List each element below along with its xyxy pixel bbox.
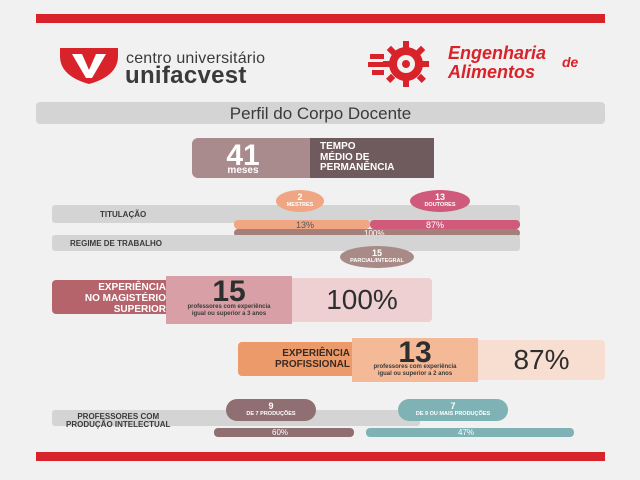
magisterio-label-line: SUPERIOR bbox=[113, 304, 166, 315]
producao-left-label: DE 7 PRODUÇÕES bbox=[246, 411, 296, 417]
producao-right-bar bbox=[366, 428, 574, 437]
producao-right-count: 7 bbox=[450, 401, 456, 411]
producao-right-label: DE 9 OU MAIS PRODUÇÕES bbox=[415, 411, 491, 417]
producao-label-line: PRODUÇÃO INTELECTUAL bbox=[66, 420, 171, 429]
profissional-desc-line: igual ou superior a 2 anos bbox=[377, 371, 453, 377]
profissional-label: EXPERIÊNCIA PROFISSIONAL bbox=[240, 348, 350, 370]
tempo-medio-label-line: TEMPO bbox=[320, 141, 356, 152]
doutores-badge: 13 DOUTORES bbox=[410, 190, 470, 212]
regime-row-bar bbox=[52, 235, 520, 251]
mestres-count: 2 bbox=[297, 192, 303, 202]
regime-label: REGIME DE TRABALHO bbox=[70, 239, 162, 248]
doutores-percent: 87% bbox=[426, 220, 445, 230]
doutores-label: DOUTORES bbox=[424, 202, 456, 208]
doutores-count: 13 bbox=[434, 192, 445, 202]
magisterio-count-box bbox=[166, 276, 292, 324]
mestres-percent: 13% bbox=[296, 220, 315, 230]
magisterio-percent: 100% bbox=[326, 284, 398, 315]
producao-left-badge: 9 DE 7 PRODUÇÕES bbox=[226, 399, 316, 421]
magisterio-label-line: NO MAGISTÉRIO bbox=[84, 293, 166, 304]
regime-count: 15 bbox=[371, 248, 382, 258]
magisterio-desc: professores com experiência igual ou sup… bbox=[168, 304, 290, 318]
profissional-count: 13 bbox=[398, 336, 432, 369]
titulacao-label: TITULAÇÃO bbox=[100, 210, 147, 219]
tempo-medio-value: 41 bbox=[226, 139, 260, 172]
magisterio-label-box bbox=[52, 280, 170, 314]
profissional-percent: 87% bbox=[513, 344, 570, 375]
profissional-label-line: PROFISSIONAL bbox=[274, 359, 350, 370]
regime-badge: 15 PARCIAL/INTEGRAL bbox=[340, 246, 414, 268]
magisterio-percent-box bbox=[292, 278, 432, 322]
profissional-desc: professores com experiência igual ou sup… bbox=[354, 364, 476, 378]
top-red-bar bbox=[36, 14, 605, 23]
magisterio-label: EXPERIÊNCIA NO MAGISTÉRIO SUPERIOR bbox=[54, 282, 166, 315]
profissional-desc-line: professores com experiência bbox=[373, 364, 457, 370]
course-name-line1: Engenharia bbox=[448, 43, 547, 63]
mestres-badge: 2 MESTRES bbox=[276, 190, 324, 212]
tempo-medio-label-box bbox=[310, 138, 434, 178]
magisterio-desc-line: professores com experiência bbox=[187, 304, 271, 310]
unifacvest-logo-icon bbox=[60, 48, 118, 84]
producao-right-badge: 7 DE 9 OU MAIS PRODUÇÕES bbox=[398, 399, 508, 421]
doutores-bar bbox=[370, 220, 520, 229]
producao-label-line: PROFESSORES COM bbox=[77, 412, 160, 421]
university-name-line1: centro universitário bbox=[126, 50, 266, 67]
producao-label: PROFESSORES COM PRODUÇÃO INTELECTUAL bbox=[66, 413, 170, 429]
profissional-count-box bbox=[352, 338, 478, 382]
regime-type: PARCIAL/INTEGRAL bbox=[350, 258, 404, 264]
course-name-de: de bbox=[562, 54, 579, 70]
profissional-label-box bbox=[238, 342, 356, 376]
total-bar bbox=[234, 229, 520, 237]
course-name-line2: Alimentos bbox=[448, 62, 536, 82]
magisterio-count: 15 bbox=[212, 275, 246, 308]
page-title: Perfil do Corpo Docente bbox=[229, 104, 412, 123]
title-bar bbox=[36, 102, 605, 124]
producao-right-percent: 47% bbox=[458, 428, 475, 437]
tempo-medio-value-box bbox=[192, 138, 310, 178]
tempo-medio-label: TEMPO MÉDIO DE PERMANÊNCIA bbox=[320, 141, 430, 174]
magisterio-label-line: EXPERIÊNCIA bbox=[98, 282, 166, 293]
total-percent: 100% bbox=[364, 229, 385, 238]
mestres-bar bbox=[234, 220, 370, 229]
titulacao-row-bar bbox=[52, 205, 520, 223]
producao-left-count: 9 bbox=[268, 401, 274, 411]
mestres-label: MESTRES bbox=[286, 202, 314, 208]
magisterio-desc-line: igual ou superior a 3 anos bbox=[191, 311, 267, 317]
university-name-line2: unifacvest bbox=[125, 62, 247, 89]
gear-logo-icon bbox=[368, 41, 429, 87]
tempo-medio-label-line: PERMANÊNCIA bbox=[320, 162, 395, 173]
profissional-percent-box bbox=[478, 340, 605, 380]
tempo-medio-label-line: MÉDIO DE bbox=[320, 151, 370, 163]
profissional-label-line: EXPERIÊNCIA bbox=[282, 348, 350, 359]
producao-left-bar bbox=[214, 428, 354, 437]
bottom-red-bar bbox=[36, 452, 605, 461]
tempo-medio-unit: meses bbox=[227, 165, 259, 176]
producao-left-percent: 60% bbox=[272, 428, 289, 437]
